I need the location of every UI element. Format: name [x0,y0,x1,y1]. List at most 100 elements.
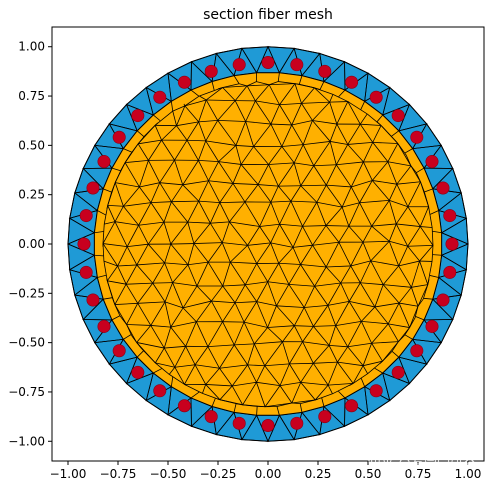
mesh-edge [221,221,230,243]
mesh-edge [107,205,124,207]
mesh-edge [362,365,368,374]
mesh-edge [217,120,246,122]
mesh-edge [279,83,296,105]
mesh-edge [289,341,303,365]
mesh-edge [205,120,219,142]
mesh-edge [291,120,313,126]
mesh-edge [327,305,337,326]
mesh-edge [229,221,248,246]
mesh-edge [431,227,434,246]
mesh-edge [218,145,237,162]
mesh-edge [206,99,236,102]
mesh-edge [294,325,314,327]
mesh-edge [235,301,257,304]
mesh-edge [336,123,349,145]
mesh-edge [256,382,266,407]
mesh-edge [218,161,234,184]
mesh-edge [267,305,277,328]
mesh-edge [229,261,246,286]
mesh-edge [268,162,295,165]
mesh-edge [350,241,364,267]
mesh-edge [233,403,237,413]
mesh-edge [302,225,327,227]
mesh-edge [234,85,248,101]
mesh-edge [176,125,188,141]
mesh-edge [359,202,373,227]
mesh-edge [94,231,104,234]
mesh-edge [303,141,331,146]
mesh-edge [347,101,368,115]
mesh-edge [137,136,145,145]
mesh-edge [363,142,374,163]
mesh-edge [153,368,163,374]
mesh-edge [247,245,258,264]
mesh-edge [279,200,292,225]
rebar-point [369,90,383,104]
mesh-edge [229,221,260,227]
mesh-edge [370,260,399,267]
mesh-edge [219,368,233,387]
mesh-edge [270,104,280,125]
mesh-edge [424,188,433,193]
rebar-point [425,155,439,169]
mesh-edge [185,346,196,365]
mesh-edge [243,301,258,323]
mesh-edge [359,123,374,143]
mesh-edge [123,206,139,226]
mesh-edge [335,164,352,188]
mesh-edge [202,392,221,401]
mesh-edge [396,165,412,185]
mesh-edge [254,341,283,345]
mesh-edge [244,284,258,302]
rebar-point [177,75,191,89]
mesh-edge [193,242,223,244]
mesh-edge [138,221,165,226]
mesh-edge [172,282,184,309]
mesh-edge [219,344,235,369]
rebar-point [131,109,145,123]
mesh-edge [312,225,327,246]
mesh-edge [404,148,413,154]
x-tick-label: 1.00 [455,467,482,481]
mesh-edge [328,383,354,386]
rebar-point [290,416,304,430]
mesh-edge [300,382,316,401]
mesh-edge [396,181,421,185]
mesh-edge [314,384,329,401]
mesh-edge [325,206,343,226]
mesh-edge [419,260,429,285]
mesh-edge [391,130,400,137]
mesh-edge [336,161,364,166]
watermark-text: 知乎 @有同学研究 [368,456,476,472]
rebar-point [232,416,246,430]
mesh-edge [387,161,398,185]
mesh-edge [370,241,390,262]
mesh-edge [304,304,328,308]
mesh-edge [391,350,400,358]
mesh-edge [198,160,209,181]
mesh-edge [293,325,303,342]
mesh-edge [219,201,245,203]
mesh-edge [164,262,189,266]
mesh-edge [312,363,329,386]
mesh-edge [329,345,348,348]
mesh-edge [211,285,224,302]
mesh-edge [312,120,337,125]
mesh-edge [117,246,128,267]
mesh-edge [350,186,360,203]
mesh-edge [185,321,197,347]
mesh-edge [230,261,257,264]
mesh-edge [232,164,242,184]
mesh-edge [205,140,236,146]
mesh-edge [347,346,364,366]
mesh-edge [174,346,187,368]
mesh-edge [416,167,425,174]
mesh-edge [123,186,140,207]
mesh-edge [267,327,283,342]
mesh-edge [431,245,434,262]
mesh-edge [114,302,138,305]
mesh-edge [187,261,209,266]
y-tick-label: 0.50 [18,138,45,152]
mesh-edge [136,264,154,284]
mesh-edge [380,125,396,141]
